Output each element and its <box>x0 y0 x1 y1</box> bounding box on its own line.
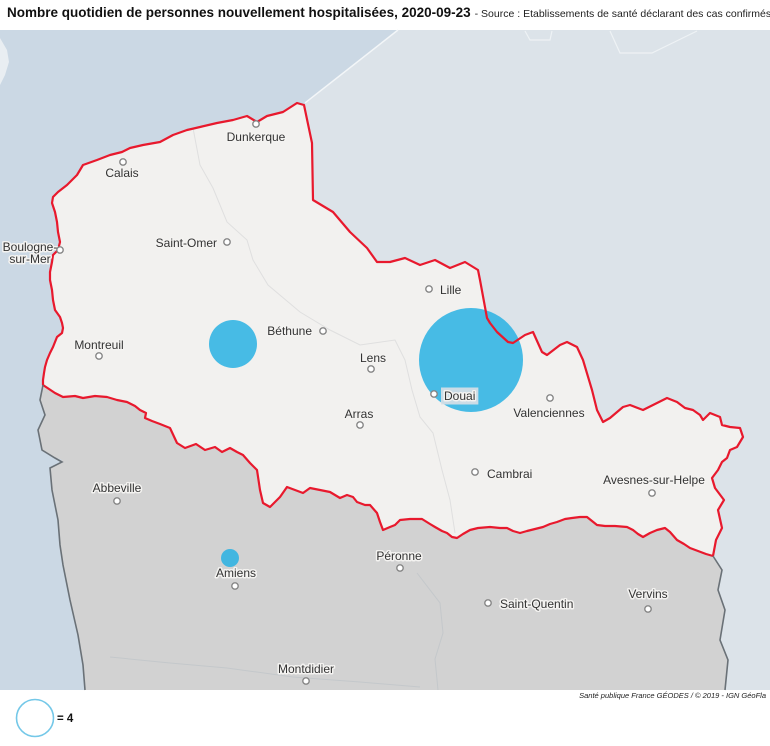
city-label: Vervins <box>628 587 667 601</box>
city-marker-lens: Lens <box>358 350 388 373</box>
hospitalization-bubbles <box>209 308 523 567</box>
city-dot <box>356 421 364 429</box>
city-label: Boulogne-sur-Mer <box>3 240 58 266</box>
city-label: Valenciennes <box>513 406 584 420</box>
city-dot <box>367 365 375 373</box>
city-marker-cambrai: Cambrai <box>471 466 534 483</box>
city-label: Cambrai <box>487 467 532 481</box>
city-dot <box>231 582 239 590</box>
city-label: Amiens <box>216 566 256 580</box>
region-nord-pas-de-calais <box>43 103 743 556</box>
city-label: Calais <box>105 166 138 180</box>
city-dot <box>223 238 231 246</box>
page-title: Nombre quotidien de personnes nouvelleme… <box>7 4 770 22</box>
department-boundary <box>416 572 444 691</box>
legend: = 4 <box>15 698 74 738</box>
city-marker-saint-omer: Saint-Omer <box>154 235 231 252</box>
city-marker-douai: Douai <box>430 387 479 405</box>
title-main: Nombre quotidien de personnes nouvelleme… <box>7 5 471 20</box>
city-label: Arras <box>345 407 374 421</box>
city-label: Lille <box>440 283 462 297</box>
city-dot <box>425 285 433 293</box>
city-dot <box>302 677 310 685</box>
city-dot <box>546 394 554 402</box>
city-label: Montreuil <box>74 338 123 352</box>
city-dot <box>252 120 260 128</box>
city-label: Dunkerque <box>227 130 286 144</box>
maritime-boundary <box>524 30 553 41</box>
maritime-boundary <box>609 30 698 54</box>
city-label: Montdidier <box>278 662 334 676</box>
city-dot <box>319 327 327 335</box>
city-label: Saint-Omer <box>156 236 217 250</box>
city-label: Béthune <box>267 324 312 338</box>
city-label: Péronne <box>376 549 422 563</box>
city-marker-abbeville: Abbeville <box>91 480 143 505</box>
city-dot <box>119 158 127 166</box>
city-label: Lens <box>360 351 386 365</box>
city-dot <box>471 468 479 476</box>
maritime-boundary <box>304 29 399 104</box>
belgium-area <box>304 30 770 690</box>
baie-de-somme <box>42 452 62 468</box>
city-marker-bethune: Béthune <box>266 323 327 340</box>
city-dot <box>396 564 404 572</box>
label-halo-box <box>441 387 479 405</box>
city-marker-montdidier: Montdidier <box>276 661 336 685</box>
legend-circle <box>15 698 55 738</box>
city-marker-valenciennes: Valenciennes <box>512 394 586 422</box>
city-markers: Dunkerque Calais Saint-Omer Boulogne-sur-Me… <box>1 120 707 685</box>
city-marker-boulogne-sur-mer: Boulogne-sur-Mer <box>1 239 64 268</box>
city-dot <box>113 497 121 505</box>
city-marker-vervins: Vervins <box>627 586 669 613</box>
title-source: - Source : Etablissements de santé décla… <box>474 8 770 20</box>
department-boundary <box>192 127 456 534</box>
city-dot <box>430 390 438 398</box>
hospitalization-bubble-amiens <box>221 549 239 567</box>
england-coast <box>0 38 9 85</box>
belgium-border-dark <box>712 555 729 691</box>
city-marker-peronne: Péronne <box>375 548 424 572</box>
department-boundary <box>109 656 421 688</box>
city-marker-dunkerque: Dunkerque <box>225 120 287 146</box>
coast-border-dark <box>37 384 86 691</box>
city-marker-montreuil: Montreuil <box>73 337 125 360</box>
city-label: Douai <box>444 389 475 403</box>
hospitalization-bubble-bethune <box>209 320 257 368</box>
legend-value: = 4 <box>57 713 74 725</box>
city-dot <box>95 352 103 360</box>
city-label: Saint-Quentin <box>500 597 573 611</box>
city-label: Abbeville <box>93 481 142 495</box>
city-dot <box>648 489 656 497</box>
region-border-red <box>41 101 745 558</box>
picardie-area <box>38 385 728 690</box>
city-marker-arras: Arras <box>343 406 375 429</box>
city-dot <box>56 246 64 254</box>
city-dot <box>644 605 652 613</box>
city-marker-avesnes-sur-helpe: Avesnes-sur-Helpe <box>602 472 707 497</box>
city-dot <box>484 599 492 607</box>
city-marker-amiens: Amiens <box>214 565 258 590</box>
city-marker-saint-quentin: Saint-Quentin <box>484 596 575 613</box>
region-borders <box>37 101 745 691</box>
city-marker-lille: Lille <box>425 282 463 299</box>
city-marker-calais: Calais <box>104 158 140 182</box>
city-label: Avesnes-sur-Helpe <box>603 473 705 487</box>
hospitalization-bubble-douai <box>419 308 523 412</box>
map-attribution: Santé publique France GÉODES / © 2019 - … <box>579 691 766 700</box>
base-geography <box>0 29 770 691</box>
